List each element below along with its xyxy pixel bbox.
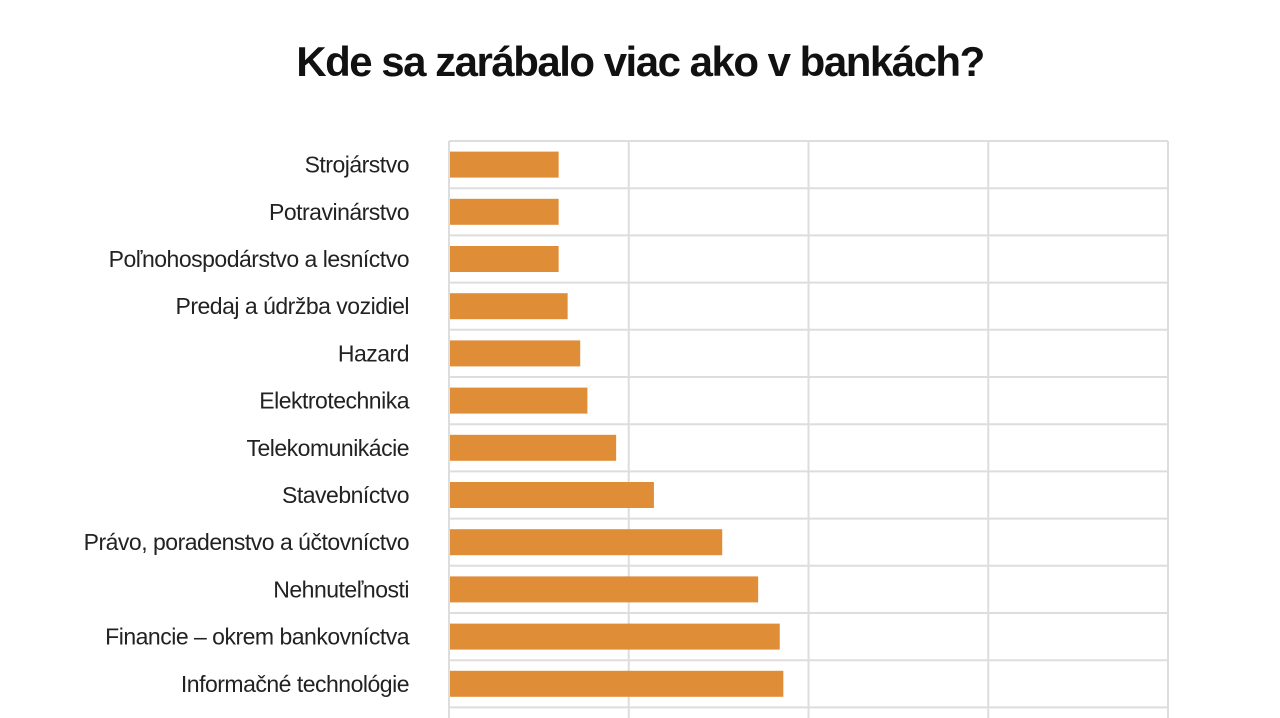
bar	[450, 623, 780, 650]
category-label: Telekomunikácie	[246, 435, 409, 461]
bar	[450, 151, 559, 178]
category-label: Nehnuteľnosti	[273, 576, 409, 602]
bar	[450, 246, 559, 272]
bar	[450, 529, 723, 556]
bars-layer	[450, 151, 784, 697]
category-label: Financie – okrem bankovníctva	[105, 624, 410, 650]
bar	[450, 576, 759, 603]
category-label: Informačné technológie	[181, 671, 409, 697]
category-label: Potravinárstvo	[269, 199, 409, 225]
category-label: Strojárstvo	[305, 152, 409, 178]
category-label: Stavebníctvo	[282, 482, 409, 508]
category-label: Elektrotechnika	[259, 388, 409, 414]
bar	[450, 482, 654, 508]
category-labels: Strojárstvo Potravinárstvo Poľnohospodárst…	[84, 152, 411, 697]
bar	[450, 434, 617, 461]
category-label: Predaj a údržba vozidiel	[176, 293, 409, 319]
grid-layer	[448, 140, 1169, 718]
bar	[450, 387, 588, 414]
bar	[450, 198, 559, 225]
category-label: Právo, poradenstvo a účtovníctvo	[84, 529, 409, 555]
bar	[450, 293, 568, 320]
bar	[450, 670, 784, 697]
category-label: Hazard	[338, 340, 409, 366]
chart-title: Kde sa zarábalo viac ako v bankách?	[296, 38, 985, 85]
bar	[450, 340, 581, 367]
category-label: Poľnohospodárstvo a lesníctvo	[109, 246, 409, 272]
